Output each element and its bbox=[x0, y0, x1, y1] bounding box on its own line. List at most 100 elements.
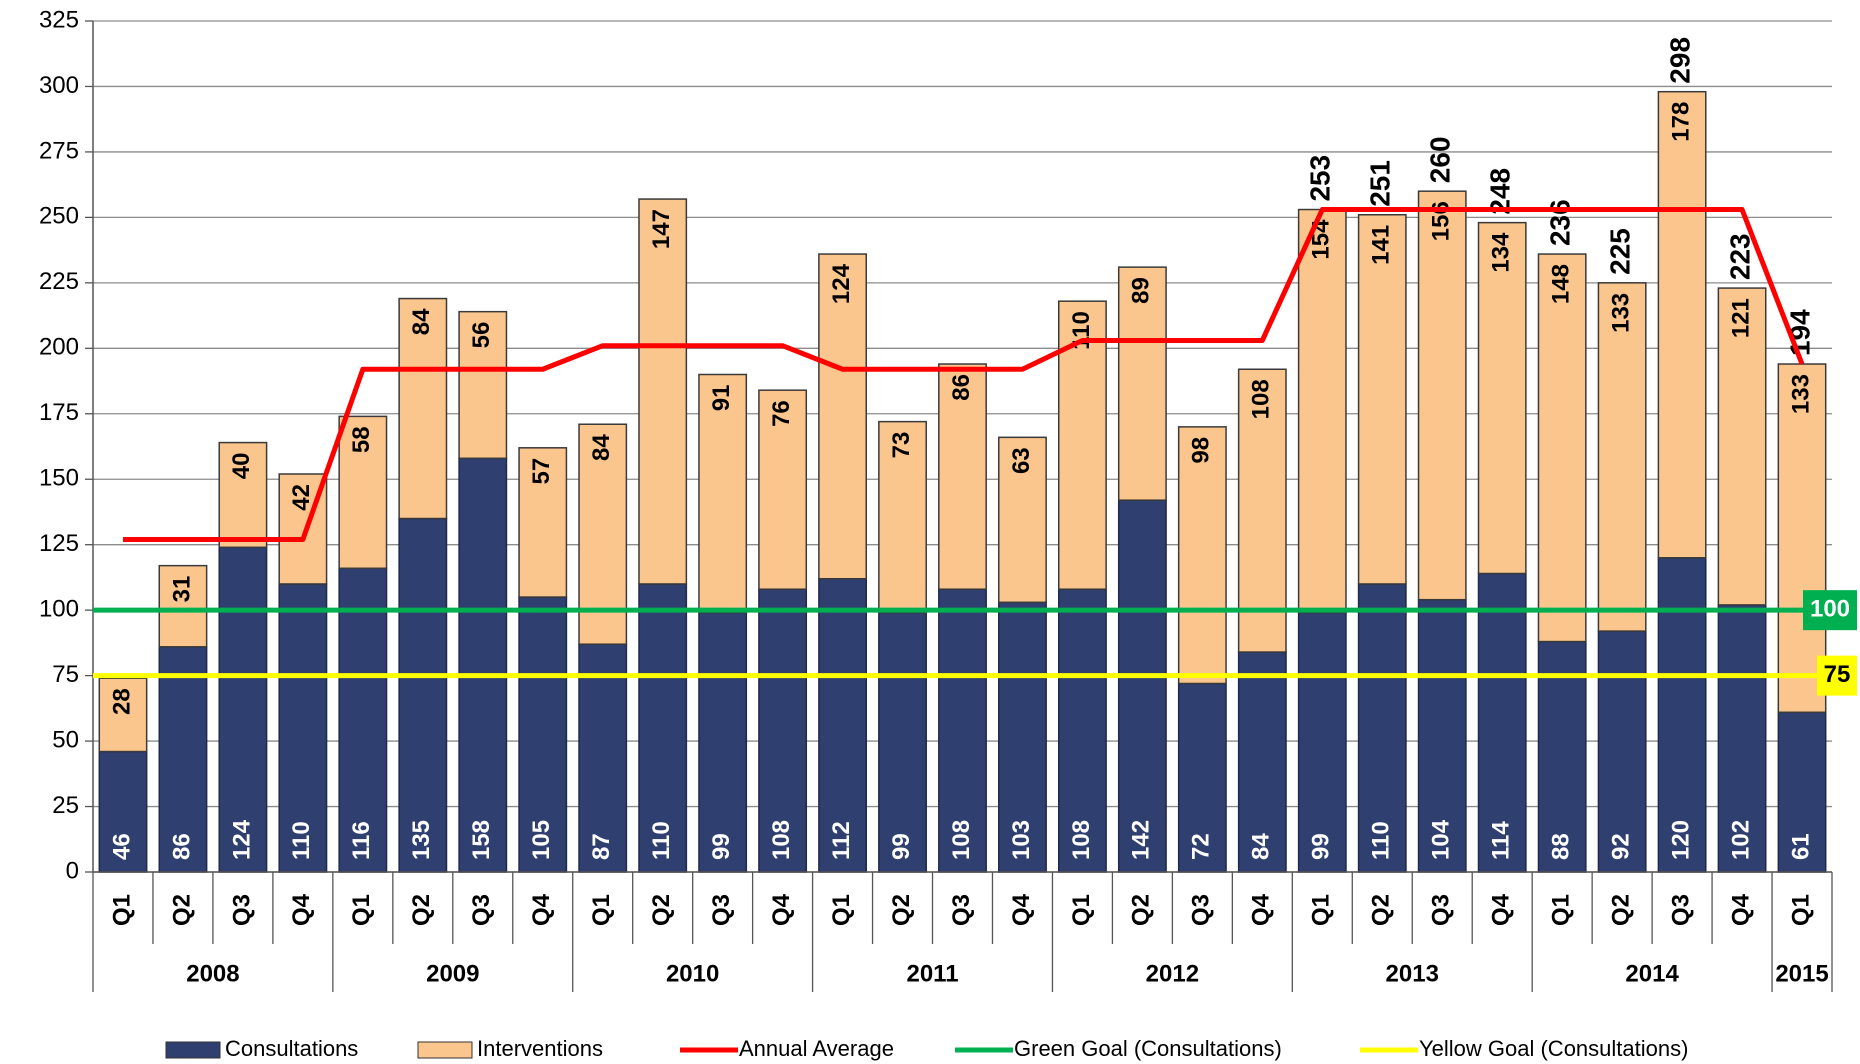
bar-segment bbox=[1177, 682, 1227, 873]
value-label: 87 bbox=[588, 833, 615, 860]
bar-segment bbox=[1117, 266, 1167, 501]
bar-segment bbox=[998, 436, 1047, 604]
value-label: 141 bbox=[1368, 225, 1395, 265]
value-label: 56 bbox=[468, 322, 495, 349]
value-label: 91 bbox=[708, 384, 735, 411]
x-tick-label: Q4 bbox=[1727, 893, 1754, 926]
total-label: 236 bbox=[1545, 199, 1576, 246]
bar-segment bbox=[1657, 90, 1707, 559]
x-tick-label: Q4 bbox=[768, 893, 795, 926]
value-label: 108 bbox=[1068, 820, 1095, 860]
value-label: 72 bbox=[1188, 833, 1215, 860]
group-label: 2010 bbox=[666, 960, 719, 987]
value-label: 58 bbox=[348, 426, 375, 453]
value-label: 148 bbox=[1547, 264, 1574, 304]
total-label: 260 bbox=[1425, 136, 1456, 183]
value-label: 110 bbox=[288, 821, 315, 860]
legend-label: Interventions bbox=[477, 1036, 603, 1061]
bar-segment bbox=[158, 564, 208, 648]
value-label: 76 bbox=[768, 400, 795, 427]
y-tick-label: 250 bbox=[39, 203, 79, 230]
value-label: 84 bbox=[588, 434, 615, 461]
value-label: 110 bbox=[1368, 821, 1395, 860]
value-label: 124 bbox=[828, 263, 855, 304]
y-tick-label: 25 bbox=[52, 792, 79, 819]
bar-segment bbox=[1537, 640, 1587, 873]
total-label: 223 bbox=[1724, 233, 1755, 280]
total-label: 251 bbox=[1365, 160, 1396, 207]
y-tick-label: 275 bbox=[39, 137, 79, 164]
line-series bbox=[122, 207, 1805, 542]
value-label: 121 bbox=[1727, 298, 1754, 338]
value-label: 28 bbox=[108, 688, 135, 715]
value-label: 92 bbox=[1607, 833, 1634, 860]
goal-label-box bbox=[1803, 590, 1857, 631]
bar-segment bbox=[98, 677, 148, 753]
value-label: 133 bbox=[1607, 293, 1634, 333]
legend-label: Yellow Goal (Consultations) bbox=[1419, 1036, 1688, 1061]
x-tick-label: Q2 bbox=[648, 894, 675, 926]
bar-segment bbox=[158, 646, 208, 873]
x-tick-label: Q4 bbox=[1488, 893, 1515, 926]
value-label: 63 bbox=[1008, 447, 1035, 474]
group-label: 2008 bbox=[186, 960, 239, 987]
x-tick-label: Q3 bbox=[468, 894, 495, 926]
bar-segment bbox=[278, 583, 328, 873]
bar-segment bbox=[398, 297, 448, 520]
bar-segment bbox=[638, 198, 688, 585]
value-label: 108 bbox=[1248, 379, 1275, 419]
bar-segment bbox=[98, 750, 148, 873]
bar-segment bbox=[1777, 363, 1827, 714]
x-tick-label: Q1 bbox=[348, 894, 375, 926]
bar-segment bbox=[938, 363, 987, 590]
bar-segment bbox=[518, 596, 568, 873]
value-label: 147 bbox=[648, 209, 675, 249]
value-label: 178 bbox=[1667, 102, 1694, 142]
value-label: 84 bbox=[1248, 833, 1275, 860]
group-label: 2014 bbox=[1625, 960, 1679, 987]
legend-label: Green Goal (Consultations) bbox=[1014, 1036, 1282, 1061]
group-label: 2009 bbox=[426, 960, 479, 987]
value-label: 99 bbox=[1308, 833, 1335, 860]
value-label: 86 bbox=[948, 374, 975, 401]
bar-segment bbox=[1237, 651, 1287, 873]
value-label: 98 bbox=[1188, 437, 1215, 464]
value-label: 108 bbox=[948, 820, 975, 860]
value-label: 142 bbox=[1128, 820, 1155, 860]
bar-segment bbox=[1357, 214, 1407, 585]
bar-segment bbox=[1297, 208, 1347, 614]
y-tick-label: 225 bbox=[39, 268, 79, 295]
value-label: 99 bbox=[888, 833, 915, 860]
group-label: 2013 bbox=[1386, 960, 1439, 987]
bar-segment bbox=[1357, 583, 1407, 873]
x-tick-label: Q2 bbox=[1607, 894, 1634, 926]
y-tick-label: 0 bbox=[66, 857, 79, 884]
bar-segment bbox=[518, 447, 568, 598]
total-label: 298 bbox=[1664, 37, 1695, 84]
value-label: 42 bbox=[288, 484, 315, 511]
bar-segment bbox=[878, 612, 927, 873]
value-label: 112 bbox=[828, 821, 855, 860]
bar-segment bbox=[1717, 287, 1767, 606]
bar-segment bbox=[1297, 612, 1347, 873]
x-tick-label: Q4 bbox=[528, 893, 555, 926]
bar-segment bbox=[878, 420, 927, 614]
y-tick-label: 150 bbox=[39, 465, 79, 492]
value-label: 105 bbox=[528, 820, 555, 860]
x-tick-label: Q1 bbox=[1308, 894, 1335, 926]
goal-label: 75 bbox=[1824, 661, 1851, 688]
value-label: 120 bbox=[1667, 820, 1694, 860]
bar-segment bbox=[1777, 711, 1827, 873]
y-tick-label: 325 bbox=[39, 6, 79, 33]
x-tick-label: Q1 bbox=[108, 894, 135, 926]
value-label: 158 bbox=[468, 820, 495, 860]
bar-segment bbox=[338, 567, 388, 873]
x-tick-label: Q3 bbox=[228, 894, 255, 926]
bar-segment bbox=[1597, 282, 1647, 632]
y-tick-label: 125 bbox=[39, 530, 79, 557]
value-label: 110 bbox=[648, 821, 675, 860]
bar-segment bbox=[578, 423, 628, 645]
bar-segment bbox=[1117, 499, 1167, 873]
value-label: 102 bbox=[1727, 820, 1754, 860]
